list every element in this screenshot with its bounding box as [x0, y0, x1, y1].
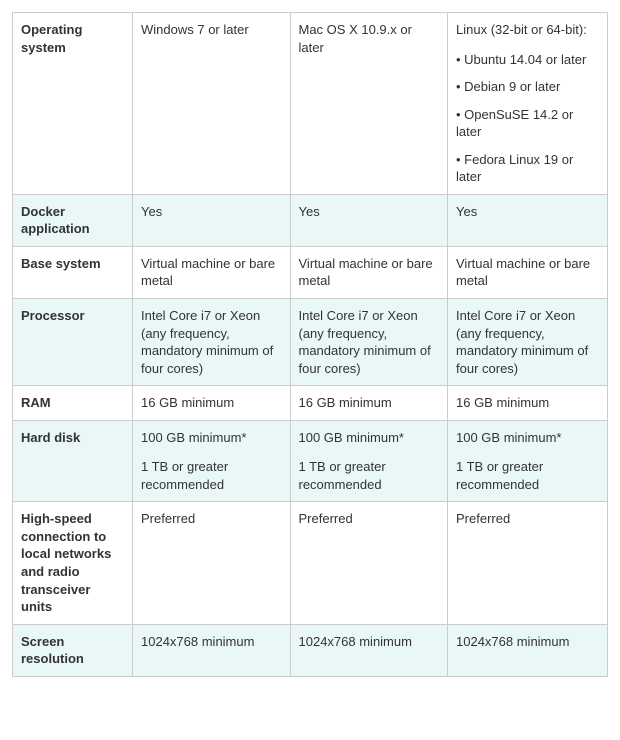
table-row: High-speed connection to local networks … [13, 502, 608, 624]
table-row: Base system Virtual machine or bare meta… [13, 246, 608, 298]
bullet-item: • OpenSuSE 14.2 or later [456, 106, 599, 141]
cell-para: 100 GB minimum* [299, 429, 440, 447]
row-header: Processor [13, 299, 133, 386]
cell: Yes [290, 194, 448, 246]
table-row: Processor Intel Core i7 or Xeon (any fre… [13, 299, 608, 386]
row-header: Hard disk [13, 420, 133, 502]
cell: Virtual machine or bare metal [448, 246, 608, 298]
cell: Yes [133, 194, 291, 246]
system-requirements-table: Operating system Windows 7 or later Mac … [12, 12, 608, 677]
cell: Intel Core i7 or Xeon (any frequency, ma… [290, 299, 448, 386]
cell-para: 100 GB minimum* [141, 429, 282, 447]
cell: 100 GB minimum* 1 TB or greater recommen… [448, 420, 608, 502]
cell: 16 GB minimum [448, 386, 608, 421]
table-row: Docker application Yes Yes Yes [13, 194, 608, 246]
row-header: Docker application [13, 194, 133, 246]
cell: 1024x768 minimum [290, 624, 448, 676]
cell: Yes [448, 194, 608, 246]
row-header: High-speed connection to local networks … [13, 502, 133, 624]
cell: Intel Core i7 or Xeon (any frequency, ma… [448, 299, 608, 386]
table-row: Hard disk 100 GB minimum* 1 TB or greate… [13, 420, 608, 502]
table-body: Operating system Windows 7 or later Mac … [13, 13, 608, 677]
cell: Mac OS X 10.9.x or later [290, 13, 448, 195]
row-header: Base system [13, 246, 133, 298]
cell: Windows 7 or later [133, 13, 291, 195]
table-row: Screen resolution 1024x768 minimum 1024x… [13, 624, 608, 676]
table-row: RAM 16 GB minimum 16 GB minimum 16 GB mi… [13, 386, 608, 421]
cell: Preferred [448, 502, 608, 624]
bullet-item: • Fedora Linux 19 or later [456, 151, 599, 186]
bullet-item: • Debian 9 or later [456, 78, 599, 96]
cell: 1024x768 minimum [133, 624, 291, 676]
cell-para: 100 GB minimum* [456, 429, 599, 447]
cell: 100 GB minimum* 1 TB or greater recommen… [290, 420, 448, 502]
bullet-item: • Ubuntu 14.04 or later [456, 51, 599, 69]
cell-para: 1 TB or greater recommended [299, 458, 440, 493]
row-header: RAM [13, 386, 133, 421]
cell: Virtual machine or bare metal [133, 246, 291, 298]
cell: 1024x768 minimum [448, 624, 608, 676]
cell-para: 1 TB or greater recommended [456, 458, 599, 493]
row-header: Operating system [13, 13, 133, 195]
cell: Linux (32-bit or 64-bit): • Ubuntu 14.04… [448, 13, 608, 195]
cell: Preferred [133, 502, 291, 624]
table-row: Operating system Windows 7 or later Mac … [13, 13, 608, 195]
cell: 100 GB minimum* 1 TB or greater recommen… [133, 420, 291, 502]
cell: Preferred [290, 502, 448, 624]
cell: Intel Core i7 or Xeon (any frequency, ma… [133, 299, 291, 386]
cell-para: 1 TB or greater recommended [141, 458, 282, 493]
cell: Virtual machine or bare metal [290, 246, 448, 298]
bullet-list: • Ubuntu 14.04 or later • Debian 9 or la… [456, 51, 599, 186]
cell: 16 GB minimum [133, 386, 291, 421]
cell-lead: Linux (32-bit or 64-bit): [456, 21, 599, 39]
row-header: Screen resolution [13, 624, 133, 676]
cell: 16 GB minimum [290, 386, 448, 421]
